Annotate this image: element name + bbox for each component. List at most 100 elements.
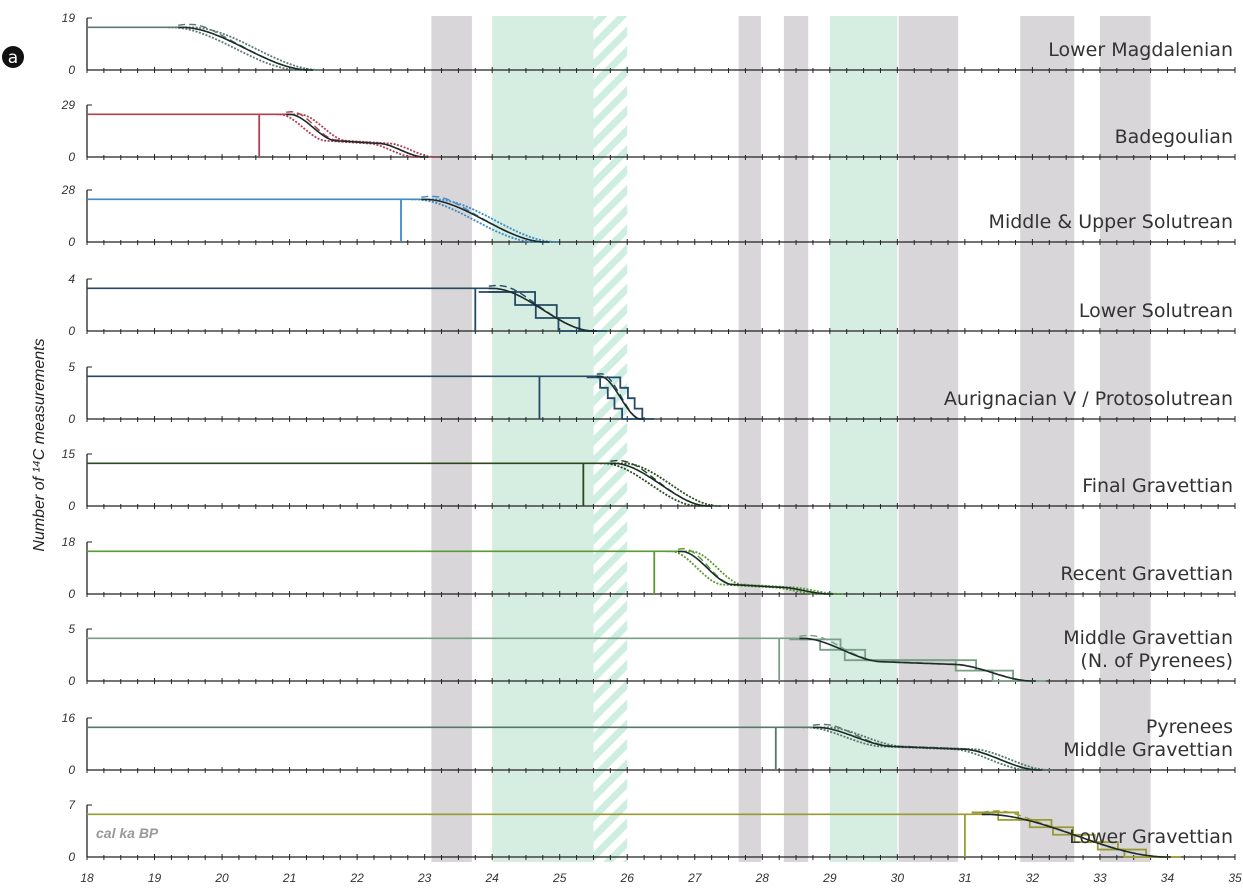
series-median-curve: [610, 462, 712, 507]
panel-label: Middle & Upper Solutrean: [989, 211, 1233, 233]
panel: 15 0 Final Gravettian: [62, 447, 1236, 513]
series-lower-bound: [600, 462, 712, 507]
y-tick-zero: 0: [68, 499, 75, 513]
panel: 29 0 Badegoulian: [61, 98, 1236, 164]
panel: 19 0 Lower Magdalenian: [62, 11, 1236, 77]
series-median-curve: [286, 113, 428, 158]
x-tick-label: 30: [891, 871, 905, 885]
y-axis-title: Number of ¹⁴C measurements: [31, 338, 48, 551]
panel: 5 0 Aurignacian V / Protosolutrean: [68, 360, 1236, 426]
y-tick-max: 18: [62, 535, 76, 549]
series-lower-bound: [276, 113, 428, 158]
series-median-curve: [799, 637, 1036, 682]
y-tick-zero: 0: [68, 850, 75, 864]
gray-band: [783, 16, 809, 862]
series-median-curve: [178, 26, 314, 71]
series-upper-bound: [286, 113, 439, 158]
series-upper-bound: [178, 26, 324, 71]
series-dashed-curve: [178, 23, 314, 71]
unit-label: cal ka BP: [96, 825, 159, 841]
series-dashed-curve: [812, 723, 1043, 771]
gray-band: [431, 16, 472, 862]
y-tick-zero: 0: [68, 674, 75, 688]
y-tick-zero: 0: [68, 412, 75, 426]
series-dashed-curve: [286, 110, 428, 158]
y-tick-max: 15: [62, 447, 76, 461]
series-median-curve: [812, 726, 1043, 771]
panel-label: Lower Magdalenian: [1048, 39, 1233, 61]
series-upper-bound: [421, 198, 560, 243]
y-tick-max: 5: [68, 622, 75, 636]
panel-label: (N. of Pyrenees): [1080, 650, 1233, 672]
panel: 7 0 Lower Gravettian: [68, 798, 1236, 864]
y-tick-max: 16: [62, 711, 76, 725]
y-tick-zero: 0: [68, 235, 75, 249]
green-band: [492, 16, 594, 862]
series-median-curve: [596, 375, 645, 420]
panel-label: Final Gravettian: [1082, 475, 1233, 497]
series-upper-bound: [677, 550, 844, 595]
panel-label: Aurignacian V / Protosolutrean: [944, 388, 1233, 410]
y-tick-max: 19: [62, 11, 76, 25]
series-upper-bound: [981, 811, 1181, 858]
x-axis: 18 19 20 21 22 23 24 25 26 27 28 29 30 31 32 33 34 35: [80, 871, 1242, 885]
panel: 18 0 Recent Gravettian: [62, 535, 1236, 601]
panels: 19 0 Lower Magdalenian 29 0 Badegoulian 28 0 Mid…: [61, 11, 1236, 864]
y-tick-zero: 0: [68, 763, 75, 777]
panel-marker: a: [2, 46, 24, 68]
y-tick-max: 7: [68, 798, 76, 812]
panel-label: Middle Gravettian: [1063, 739, 1233, 761]
x-tick-label: 23: [417, 871, 432, 885]
y-tick-max: 29: [61, 98, 76, 112]
x-tick-label: 21: [282, 871, 296, 885]
panel-marker-circle: [2, 46, 24, 68]
series-upper-bound: [610, 462, 722, 507]
series-lower-bound: [411, 198, 550, 243]
panel: 28 0 Middle & Upper Solutrean: [61, 183, 1236, 249]
y-tick-max: 28: [61, 183, 76, 197]
y-tick-zero: 0: [68, 587, 75, 601]
panel-label: Lower Gravettian: [1069, 826, 1233, 848]
panel-label: Recent Gravettian: [1060, 563, 1233, 585]
series-lower-bound: [586, 376, 645, 420]
gray-band: [898, 16, 959, 862]
x-tick-label: 25: [552, 871, 567, 885]
y-tick-zero: 0: [68, 324, 75, 338]
x-tick-label: 34: [1161, 871, 1175, 885]
x-tick-label: 31: [958, 871, 971, 885]
series-upper-bound: [596, 376, 655, 420]
x-tick-label: 20: [214, 871, 229, 885]
x-tick-label: 18: [80, 871, 94, 885]
x-tick-label: 35: [1228, 871, 1242, 885]
background-bands: [431, 16, 1151, 862]
x-tick-label: 22: [349, 871, 364, 885]
hatched-band: [593, 16, 628, 862]
x-tick-label: 29: [822, 871, 837, 885]
series-median-curve: [488, 287, 597, 332]
y-tick-max: 5: [68, 360, 75, 374]
series-lower-bound: [168, 26, 314, 71]
series-median-curve: [981, 813, 1171, 858]
x-tick-label: 24: [484, 871, 499, 885]
y-tick-zero: 0: [68, 63, 75, 77]
y-tick-max: 4: [68, 272, 75, 286]
series-lower-bound: [667, 550, 834, 595]
x-tick-label: 32: [1026, 871, 1040, 885]
panel-label: Lower Solutrean: [1079, 300, 1233, 322]
panel: 5 0 Middle Gravettian(N. of Pyrenees): [68, 622, 1236, 688]
gray-band: [1020, 16, 1075, 862]
series-median-curve: [421, 198, 550, 243]
panel-marker-text: a: [8, 48, 18, 68]
x-tick-label: 27: [687, 871, 703, 885]
panel-label: Pyrenees: [1146, 716, 1233, 738]
gray-band: [738, 16, 761, 862]
panel-label: Badegoulian: [1115, 126, 1233, 148]
panel: 4 0 Lower Solutrean: [68, 272, 1236, 338]
y-tick-zero: 0: [68, 150, 75, 164]
series-median-curve: [677, 550, 834, 595]
series-upper-bound: [799, 638, 1046, 682]
x-tick-label: 33: [1093, 871, 1107, 885]
x-tick-label: 19: [148, 871, 162, 885]
